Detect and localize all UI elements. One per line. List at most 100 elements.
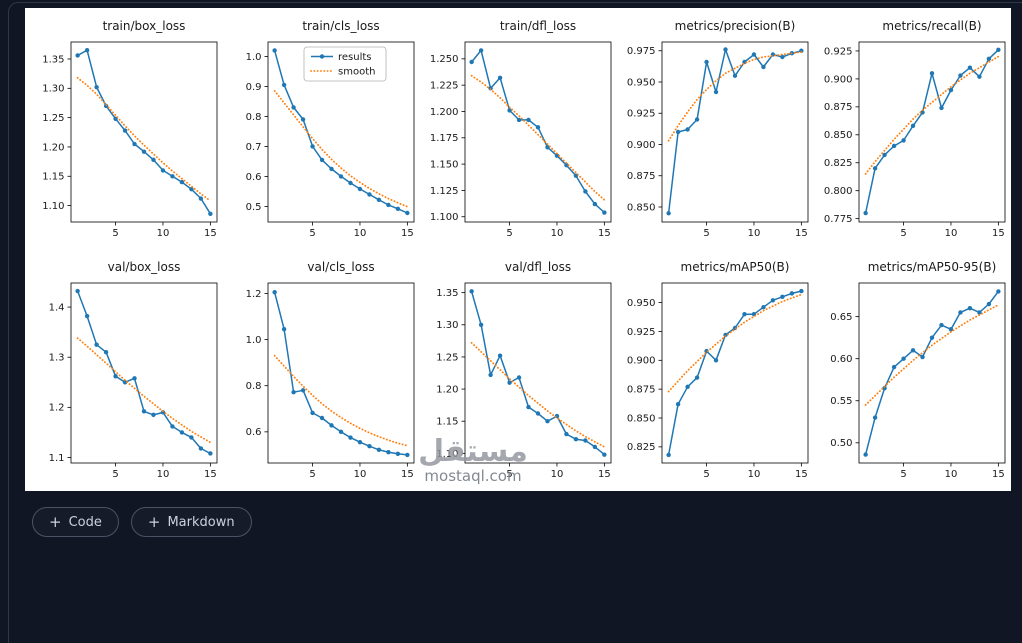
svg-text:15: 15 (204, 469, 217, 480)
subplot-metrics-map50: 0.825 0.850 0.875 0.900 0.925 0.950 5 10 15 metri… (616, 249, 813, 490)
subplot-metrics-precision: 0.850 0.875 0.900 0.925 0.950 0.975 5 10 15 metri… (616, 8, 813, 249)
add-code-label: Code (68, 514, 102, 530)
svg-text:1.15: 1.15 (42, 172, 64, 183)
plus-icon: + (49, 512, 62, 531)
svg-text:5: 5 (703, 228, 709, 239)
svg-text:1.0: 1.0 (246, 335, 262, 346)
svg-text:15: 15 (598, 228, 611, 239)
svg-text:1.10: 1.10 (42, 201, 64, 212)
svg-text:10: 10 (945, 228, 958, 239)
svg-text:10: 10 (551, 469, 564, 480)
svg-text:5: 5 (309, 469, 315, 480)
svg-text:1.1: 1.1 (49, 453, 65, 464)
svg-text:15: 15 (598, 469, 611, 480)
svg-text:0.800: 0.800 (824, 186, 853, 197)
svg-text:1.30: 1.30 (42, 84, 64, 95)
svg-text:0.7: 0.7 (246, 142, 262, 153)
svg-text:0.875: 0.875 (627, 171, 656, 182)
svg-text:0.8: 0.8 (246, 381, 262, 392)
svg-text:15: 15 (992, 228, 1005, 239)
svg-text:5: 5 (900, 228, 906, 239)
svg-text:1.125: 1.125 (430, 186, 459, 197)
svg-text:0.55: 0.55 (830, 396, 852, 407)
plus-icon: + (147, 512, 161, 531)
svg-text:0.900: 0.900 (824, 74, 853, 85)
add-code-button[interactable]: + Code (32, 507, 119, 537)
svg-text:0.975: 0.975 (627, 46, 656, 57)
svg-text:15: 15 (795, 228, 808, 239)
svg-text:0.925: 0.925 (627, 109, 656, 120)
svg-text:5: 5 (309, 228, 315, 239)
subplot-train-dfl-loss: 1.100 1.125 1.150 1.175 1.200 1.225 1.250 5 10 15… (419, 8, 616, 249)
svg-text:1.25: 1.25 (436, 352, 458, 363)
svg-text:0.925: 0.925 (824, 46, 853, 57)
svg-text:metrics/mAP50(B): metrics/mAP50(B) (681, 260, 790, 274)
svg-text:1.250: 1.250 (430, 54, 459, 65)
svg-text:10: 10 (551, 228, 564, 239)
svg-text:0.875: 0.875 (627, 385, 656, 396)
svg-text:0.6: 0.6 (246, 172, 262, 183)
svg-text:1.200: 1.200 (430, 107, 459, 118)
svg-text:10: 10 (157, 228, 170, 239)
svg-text:train/cls_loss: train/cls_loss (302, 19, 379, 33)
svg-text:1.2: 1.2 (246, 289, 262, 300)
svg-text:train/box_loss: train/box_loss (103, 19, 186, 33)
svg-text:1.25: 1.25 (42, 113, 64, 124)
svg-text:0.8: 0.8 (246, 112, 262, 123)
svg-text:15: 15 (401, 469, 414, 480)
svg-text:1.15: 1.15 (436, 417, 458, 428)
svg-text:0.5: 0.5 (246, 202, 262, 213)
svg-text:1.35: 1.35 (436, 288, 458, 299)
svg-text:1.100: 1.100 (430, 212, 459, 223)
svg-text:0.6: 0.6 (246, 427, 262, 438)
svg-text:1.175: 1.175 (430, 133, 459, 144)
subplot-train-cls-loss: 0.5 0.6 0.7 0.8 0.9 1.0 5 10 15 train/cls_loss res… (222, 8, 419, 249)
training-results-figure: 1.10 1.15 1.20 1.25 1.30 1.35 5 10 15 train/box_l… (25, 8, 1011, 491)
subplot-val-dfl-loss: 1.10 1.15 1.20 1.25 1.30 1.35 5 10 15 val/dfl_los… (419, 249, 616, 490)
svg-text:10: 10 (748, 469, 761, 480)
svg-text:15: 15 (204, 228, 217, 239)
svg-text:1.0: 1.0 (246, 52, 262, 63)
add-markdown-label: Markdown (167, 514, 235, 530)
svg-text:0.950: 0.950 (627, 298, 656, 309)
subplot-metrics-recall: 0.775 0.800 0.825 0.850 0.875 0.900 0.925 5 10 15… (813, 8, 1010, 249)
svg-text:1.35: 1.35 (42, 54, 64, 65)
svg-text:metrics/recall(B): metrics/recall(B) (882, 19, 981, 33)
svg-text:0.900: 0.900 (627, 356, 656, 367)
svg-text:10: 10 (157, 469, 170, 480)
svg-text:5: 5 (703, 469, 709, 480)
svg-text:val/box_loss: val/box_loss (108, 260, 181, 274)
svg-text:metrics/mAP50-95(B): metrics/mAP50-95(B) (868, 260, 997, 274)
svg-text:metrics/precision(B): metrics/precision(B) (675, 19, 796, 33)
chart-grid: 1.10 1.15 1.20 1.25 1.30 1.35 5 10 15 train/box_l… (25, 8, 1010, 490)
svg-text:5: 5 (112, 469, 118, 480)
subplot-val-cls-loss: 0.6 0.8 1.0 1.2 5 10 15 val/cls_loss (222, 249, 419, 490)
svg-text:1.225: 1.225 (430, 81, 459, 92)
add-markdown-button[interactable]: + Markdown (130, 507, 252, 537)
svg-text:0.825: 0.825 (824, 158, 853, 169)
svg-text:0.50: 0.50 (830, 438, 852, 449)
svg-text:0.9: 0.9 (246, 82, 262, 93)
svg-text:results: results (338, 52, 372, 63)
svg-text:15: 15 (795, 469, 808, 480)
svg-text:0.950: 0.950 (627, 77, 656, 88)
svg-text:5: 5 (900, 469, 906, 480)
subplot-train-box-loss: 1.10 1.15 1.20 1.25 1.30 1.35 5 10 15 train/box_l… (25, 8, 222, 249)
svg-text:10: 10 (748, 228, 761, 239)
svg-text:train/dfl_loss: train/dfl_loss (500, 19, 576, 33)
svg-text:15: 15 (992, 469, 1005, 480)
svg-text:1.150: 1.150 (430, 160, 459, 171)
svg-text:5: 5 (506, 228, 512, 239)
svg-text:5: 5 (506, 469, 512, 480)
svg-text:0.875: 0.875 (824, 102, 853, 113)
svg-text:0.60: 0.60 (830, 354, 852, 365)
svg-text:1.2: 1.2 (49, 403, 65, 414)
svg-text:5: 5 (112, 228, 118, 239)
svg-text:0.925: 0.925 (627, 327, 656, 338)
svg-text:0.850: 0.850 (824, 130, 853, 141)
svg-text:val/cls_loss: val/cls_loss (307, 260, 374, 274)
subplot-val-box-loss: 1.1 1.2 1.3 1.4 5 10 15 val/box_loss (25, 249, 222, 490)
svg-text:val/dfl_loss: val/dfl_loss (505, 260, 571, 274)
svg-text:1.3: 1.3 (49, 353, 65, 364)
svg-text:10: 10 (945, 469, 958, 480)
